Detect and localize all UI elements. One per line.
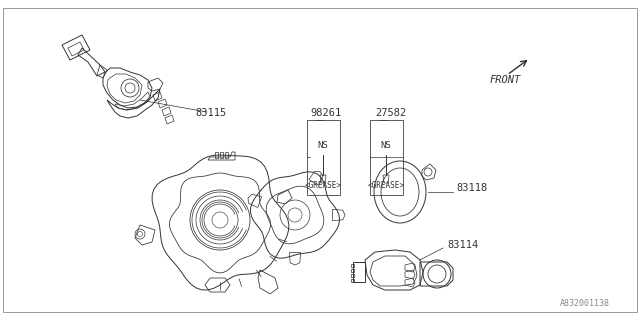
Text: 83115: 83115	[195, 108, 227, 118]
Bar	[351, 263, 354, 267]
Bar	[351, 278, 354, 282]
Text: A832001138: A832001138	[560, 299, 610, 308]
Text: <GREASE>: <GREASE>	[305, 180, 342, 189]
Bar	[225, 152, 228, 158]
Bar	[351, 268, 354, 271]
Text: NS: NS	[381, 140, 392, 149]
Bar	[370, 120, 403, 195]
Text: 98261: 98261	[310, 108, 341, 118]
Text: 83118: 83118	[456, 183, 487, 193]
Text: 27582: 27582	[375, 108, 406, 118]
Text: NS: NS	[317, 140, 328, 149]
Text: <GREASE>: <GREASE>	[367, 180, 404, 189]
Bar	[215, 152, 218, 158]
Bar	[351, 274, 354, 276]
Bar	[220, 152, 223, 158]
Text: 83114: 83114	[447, 240, 478, 250]
Bar	[307, 120, 340, 195]
Text: FRONT: FRONT	[490, 75, 521, 85]
